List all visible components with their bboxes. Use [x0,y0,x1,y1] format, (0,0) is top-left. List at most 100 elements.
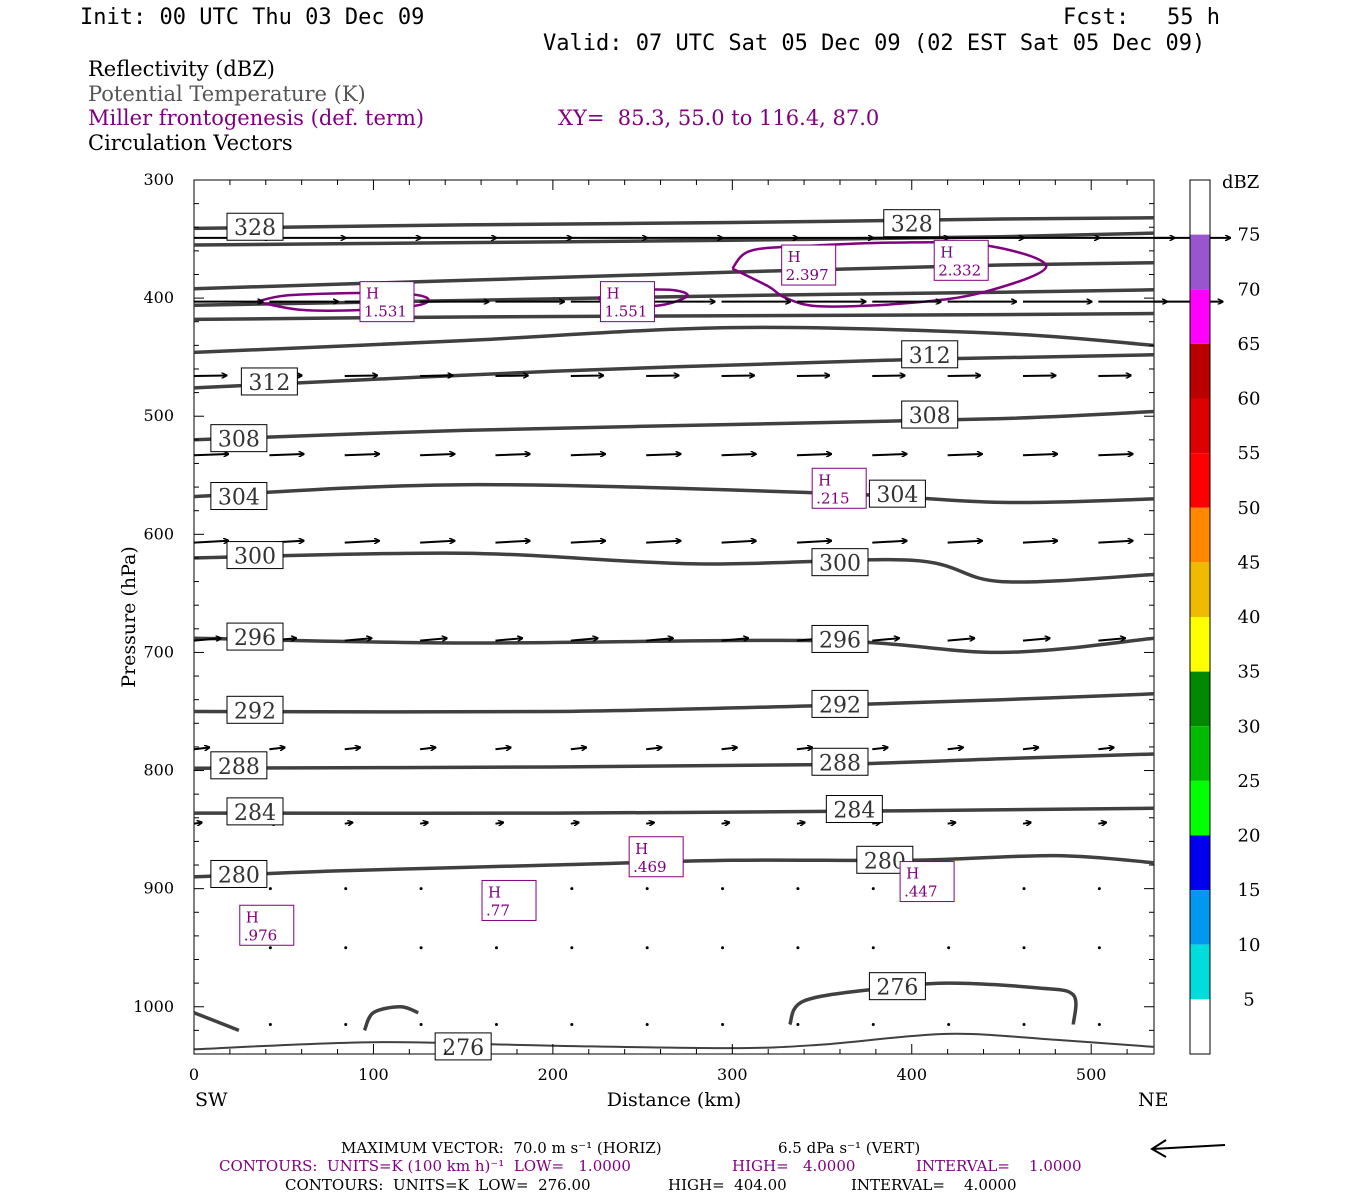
vector-dot [1022,946,1026,950]
theta-label: 312 [248,371,290,396]
theta-label: 304 [876,483,918,508]
circulation-vector [495,747,510,749]
colorbar-bin [1190,507,1210,563]
field-reflectivity: Reflectivity (dBZ) [88,57,276,81]
y-tick-label: 1000 [133,997,174,1016]
colorbar-bin [1190,780,1210,836]
vector-dot [645,887,649,891]
y-tick-label: 600 [143,524,174,543]
circulation-vector [1098,822,1106,823]
theta-label: 276 [876,976,918,1001]
theta-label: 304 [218,486,260,511]
theta-label-box [226,695,284,724]
colorbar-bin [1190,562,1210,617]
circulation-vector [344,822,353,823]
field-circulation-vectors: Circulation Vectors [88,131,293,155]
theta-contour-316 [193,311,1155,322]
vector-dot [1022,1022,1026,1026]
circulation-vector [193,822,202,823]
circulation-vector [872,541,906,543]
theta-label: 280 [864,849,906,874]
vector-dot [494,946,498,950]
circulation-vector [269,747,284,749]
frontogenesis-high-label: H [246,908,259,926]
circulation-vector [947,822,956,823]
vector-dot [419,1022,423,1026]
theta-label: 300 [819,552,861,577]
circulation-vector [947,638,975,640]
theta-contour-300 [193,551,1155,584]
frontogenesis-high-value: 2.332 [938,261,981,279]
colorbar-level: 25 [1238,771,1261,792]
frontogenesis-high-box [599,281,655,323]
frontogenesis-contour [256,291,430,312]
circulation-vector [646,541,680,543]
colorbar-level: 50 [1238,498,1261,519]
colorbar-level: 20 [1238,826,1261,847]
frontogenesis-high-label: H [788,248,801,266]
vector-dot [796,1022,800,1026]
theta-label-box [811,548,869,577]
theta-label: 276 [442,1036,484,1061]
theta-label-box [434,1032,492,1061]
circulation-vector [570,638,598,640]
vector-dot [494,1022,498,1026]
theta-label: 292 [819,693,861,718]
circulation-vector [872,747,887,749]
theta-contour-280 [193,853,1155,879]
theta-contour-segment [193,1011,240,1033]
vector-dot [721,1022,725,1026]
frontogenesis-high-label: H [606,285,619,303]
theta-contour-308 [193,409,1155,442]
colorbar-bin [1190,944,1210,1000]
vector-dot [1022,887,1026,891]
theta-label-box [210,859,268,888]
circulation-vector [495,822,503,823]
colorbar-title: dBZ [1222,172,1259,193]
y-axis-label: Pressure (hPa) [118,546,140,688]
valid-time: Valid: 07 UTC Sat 05 Dec 09 (02 EST Sat … [543,31,1206,56]
vector-dot [645,1022,649,1026]
circulation-vector [1022,638,1050,640]
forecast-hour: 55 h [1167,5,1220,30]
theta-label-box [868,972,926,1001]
vector-dot [268,887,272,891]
circulation-vector [872,375,904,376]
vector-dot [419,887,423,891]
circulation-vector [570,454,605,455]
field-frontogenesis: Miller frontogenesis (def. term) [88,106,425,130]
circulation-vector [1022,454,1057,455]
colorbar-level: 35 [1238,662,1261,683]
theta-label-box [901,400,959,429]
circulation-vector [193,638,221,640]
theta-label-box [825,795,883,824]
theta-contour-292 [193,692,1155,714]
frontogenesis-high-box [239,904,295,946]
colorbar-level: 5 [1243,989,1254,1010]
theta-label-box [868,479,926,508]
frontogenesis-contour [731,240,1048,308]
vector-dot [268,1022,272,1026]
circulation-vector [193,747,209,749]
circulation-vector [420,638,447,640]
vector-dot [570,1022,574,1026]
frontogenesis-high-label: H [635,840,648,858]
circulation-vector [495,638,522,640]
vector-dot [570,887,574,891]
theta-label: 292 [234,699,276,724]
circulation-vector [1098,638,1125,640]
theta-label-box [811,689,869,718]
theta-label: 284 [234,801,276,826]
max-vector-vert: 6.5 dPa s⁻¹ (VERT) [778,1139,921,1157]
vector-dot [721,946,725,950]
circulation-vector [570,375,603,376]
plot-frame [193,179,1155,1055]
theta-label: 308 [909,404,951,429]
circulation-vector [721,375,754,376]
x-tick-label: 0 [189,1065,199,1084]
cross-section-endpoints: XY= 85.3, 55.0 to 116.4, 87.0 [558,106,880,130]
theta-contour-info: CONTOURS: UNITS=K LOW= 276.00 [285,1176,591,1194]
colorbar-bin [1190,999,1210,1054]
colorbar-bin [1190,289,1210,344]
